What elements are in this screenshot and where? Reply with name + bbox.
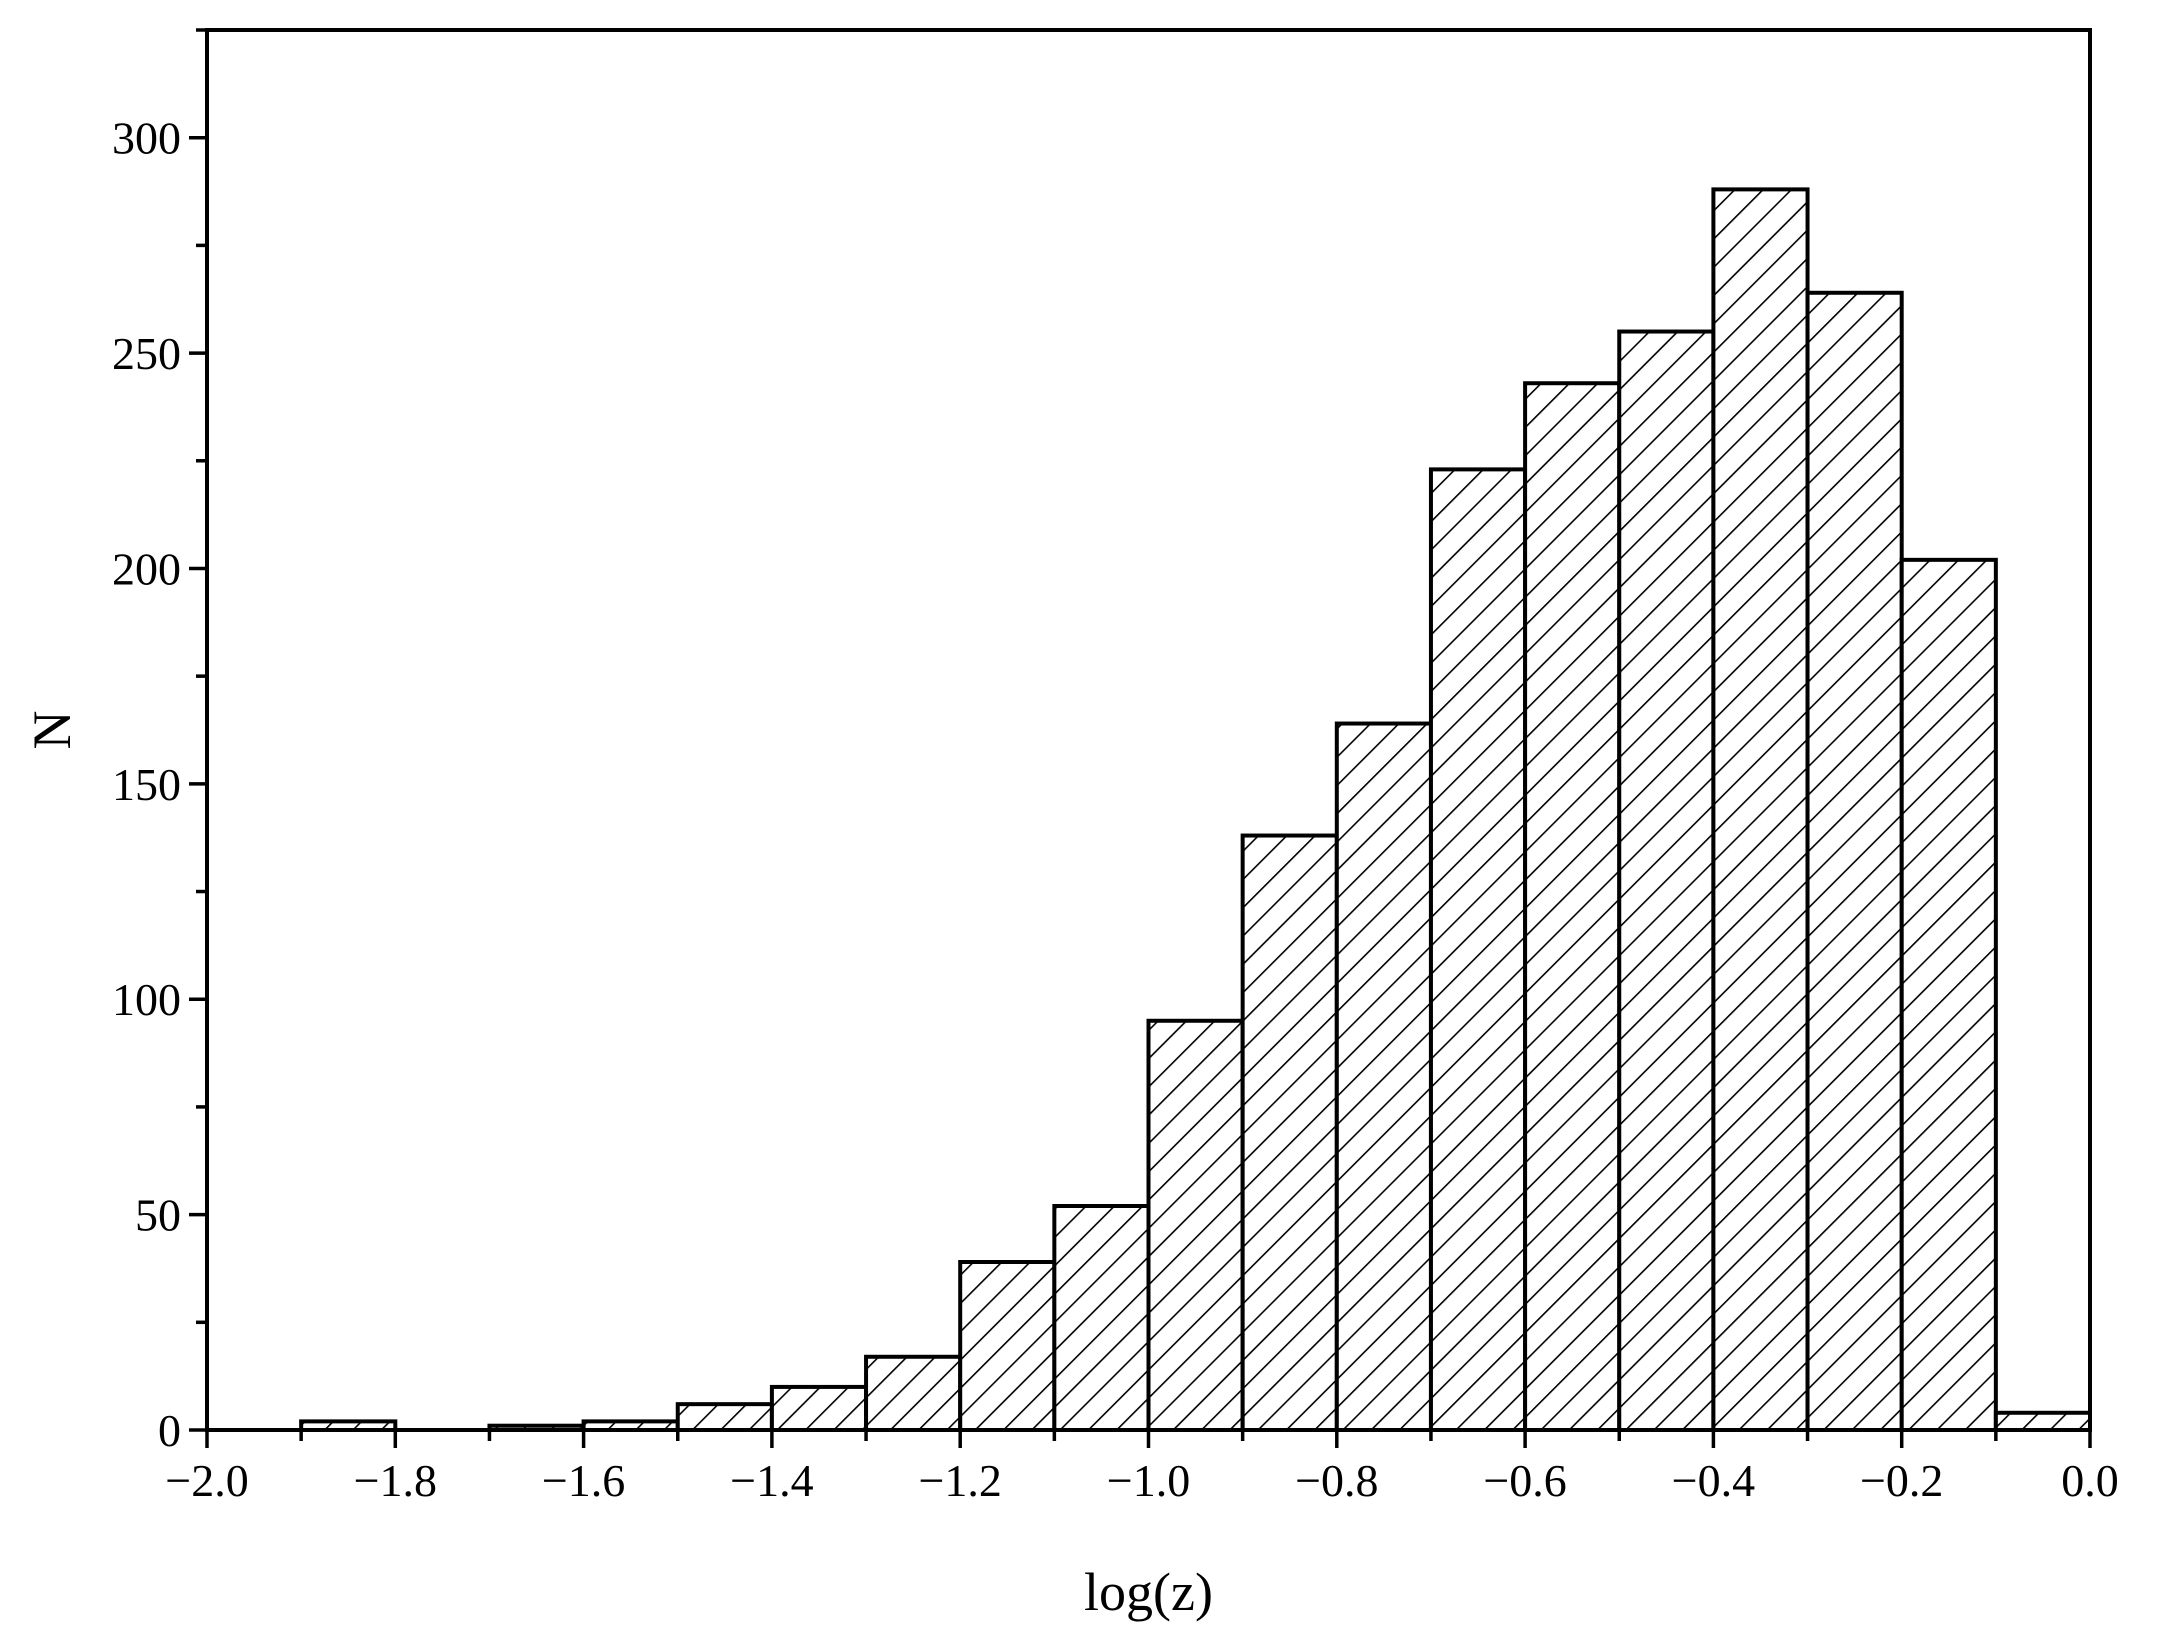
y-tick-label: 150 <box>112 759 181 810</box>
x-tick-label: −2.0 <box>165 1455 248 1506</box>
histogram-bar <box>864 1354 963 1433</box>
x-tick-label: −0.6 <box>1483 1455 1566 1506</box>
histogram-bar <box>1334 721 1433 1432</box>
histogram-bar <box>1899 557 1998 1432</box>
x-tick-label: −1.0 <box>1107 1455 1190 1506</box>
x-tick-label: −1.2 <box>918 1455 1001 1506</box>
x-axis-ticks: −2.0 −1.8 −1.6 −1.4 −1.2 −1.0 −0.8 −0.6 −0.4 −0.2… <box>165 1430 2119 1506</box>
histogram-bar <box>1523 381 1622 1433</box>
x-tick-label: −0.4 <box>1672 1455 1755 1506</box>
y-tick-label: 50 <box>135 1190 181 1241</box>
y-axis-label: N <box>22 711 82 750</box>
histogram-bar <box>1428 467 1528 1432</box>
y-tick-label: 0 <box>158 1405 181 1456</box>
x-tick-label: −0.8 <box>1295 1455 1378 1506</box>
histogram-bars <box>299 187 2092 1433</box>
x-axis-label: log(z) <box>1084 1562 1213 1622</box>
histogram-bar <box>1711 187 1810 1432</box>
histogram-bar <box>958 1260 1057 1432</box>
histogram-bar <box>1052 1204 1151 1432</box>
histogram-bar <box>1993 1410 2092 1433</box>
histogram-bar <box>1146 1018 1245 1432</box>
x-tick-label: 0.0 <box>2061 1455 2119 1506</box>
x-tick-label: −0.2 <box>1860 1455 1943 1506</box>
histogram-bar <box>769 1384 869 1433</box>
histogram-bar <box>675 1402 774 1432</box>
y-axis-ticks: 0 50 100 150 200 250 300 <box>112 28 207 1456</box>
x-tick-label: −1.6 <box>542 1455 625 1506</box>
x-tick-label: −1.8 <box>354 1455 437 1506</box>
y-tick-label: 100 <box>112 974 181 1025</box>
y-tick-label: 250 <box>112 328 181 379</box>
histogram-bar <box>1617 329 1716 1432</box>
y-tick-label: 300 <box>112 113 181 164</box>
y-tick-label: 200 <box>112 543 181 594</box>
histogram-bar <box>1240 833 1339 1432</box>
histogram-bar <box>1805 290 1904 1432</box>
x-tick-label: −1.4 <box>730 1455 813 1506</box>
